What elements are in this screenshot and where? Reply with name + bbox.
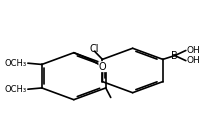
Text: OH: OH xyxy=(187,56,201,65)
Text: OCH₃: OCH₃ xyxy=(5,59,27,68)
Text: B: B xyxy=(171,51,178,61)
Text: O: O xyxy=(99,62,106,72)
Text: Cl: Cl xyxy=(90,44,99,54)
Text: OCH₃: OCH₃ xyxy=(5,85,27,94)
Text: OH: OH xyxy=(187,46,201,55)
